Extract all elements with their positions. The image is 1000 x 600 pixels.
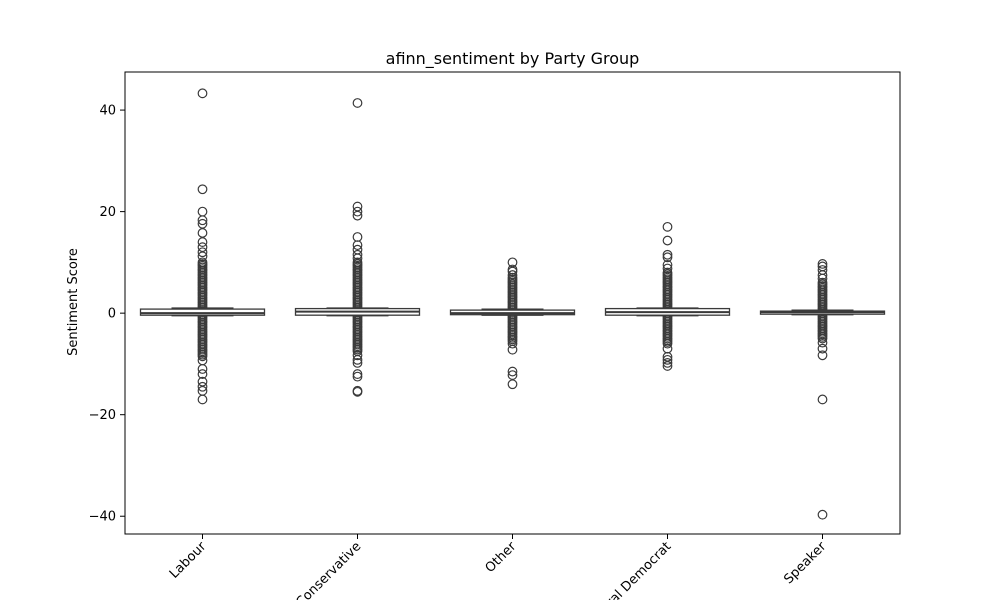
- outlier-point: [662, 249, 673, 260]
- outlier-point: [197, 247, 208, 258]
- outlier-point: [352, 201, 363, 212]
- outlier-point: [352, 354, 363, 365]
- outlier-point: [662, 361, 673, 371]
- outlier-point: [197, 381, 208, 392]
- outlier-point: [197, 228, 208, 238]
- box-group-liberal-democrat: [604, 221, 731, 371]
- outlier-point: [817, 343, 828, 354]
- outlier-point: [352, 350, 363, 361]
- x-tick-label: Other: [483, 539, 520, 576]
- outlier-point: [197, 369, 208, 379]
- y-tick-label: −20: [89, 408, 116, 423]
- outlier-point: [817, 394, 828, 405]
- outlier-point: [352, 98, 363, 108]
- outlier-point: [817, 273, 828, 284]
- outlier-point: [352, 358, 363, 368]
- outlier-point: [662, 260, 673, 270]
- outlier-point: [817, 259, 828, 269]
- outlier-point: [197, 88, 208, 99]
- outlier-point: [662, 267, 673, 278]
- outlier-point: [662, 354, 673, 365]
- outlier-point: [817, 270, 828, 280]
- outlier-point: [662, 221, 673, 232]
- outlier-point: [197, 394, 208, 405]
- outlier-point: [662, 235, 673, 246]
- y-tick-label: 20: [99, 205, 116, 220]
- outlier-point: [662, 263, 673, 274]
- outlier-point: [197, 364, 208, 374]
- box-group-conservative: [294, 98, 421, 397]
- y-tick-label: 40: [99, 104, 116, 119]
- x-tick-label: Speaker: [781, 539, 829, 587]
- outlier-point: [352, 253, 363, 264]
- outlier-point: [197, 237, 208, 247]
- outlier-point: [817, 277, 828, 288]
- outlier-point: [507, 366, 518, 377]
- outlier-point: [197, 184, 208, 195]
- outlier-point: [197, 215, 208, 226]
- box-group-labour: [139, 88, 266, 405]
- outlier-point: [197, 242, 208, 253]
- outlier-point: [662, 252, 673, 263]
- outlier-point: [817, 350, 828, 361]
- outlier-point: [817, 337, 828, 348]
- y-tick-label: 0: [108, 307, 116, 322]
- outlier-point: [507, 344, 518, 355]
- outlier-point: [197, 206, 208, 217]
- y-tick-label: −40: [89, 510, 116, 525]
- x-tick-label: Conservative: [293, 539, 364, 600]
- outlier-point: [352, 386, 363, 397]
- outlier-point: [352, 232, 363, 242]
- chart-title: afinn_sentiment by Party Group: [386, 49, 640, 69]
- outlier-point: [507, 379, 518, 390]
- x-tick-label: Liberal Democrat: [584, 539, 674, 600]
- outlier-point: [197, 257, 208, 268]
- x-tick-label: Labour: [167, 539, 210, 582]
- outlier-point: [352, 257, 363, 268]
- outlier-point: [662, 358, 673, 368]
- outlier-point: [352, 240, 363, 251]
- outlier-point: [507, 270, 518, 280]
- outlier-point: [507, 338, 518, 349]
- outlier-point: [817, 509, 828, 520]
- outlier-point: [352, 249, 363, 260]
- box-body: [139, 308, 266, 316]
- box-group-speaker: [759, 259, 886, 520]
- outlier-point: [352, 206, 363, 217]
- outlier-point: [352, 210, 363, 221]
- outlier-point: [197, 251, 208, 262]
- box-group-other: [449, 257, 576, 390]
- outlier-point: [507, 266, 518, 277]
- y-axis-label: Sentiment Score: [66, 248, 81, 356]
- plot-area: [139, 88, 886, 520]
- outlier-point: [352, 371, 363, 382]
- outlier-point: [352, 369, 363, 379]
